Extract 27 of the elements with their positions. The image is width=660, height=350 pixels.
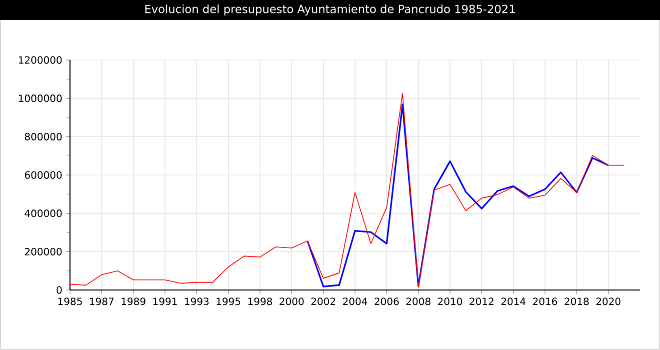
y-tick-label: 1000000 [18, 94, 62, 102]
y-tick-label: 1200000 [18, 56, 62, 64]
y-tick-label: 400000 [24, 210, 62, 218]
x-tick-label: 2012 [470, 298, 494, 306]
y-tick-label: 0 [56, 286, 62, 294]
x-tick-label: 2000 [280, 298, 304, 306]
x-tick-label: 1993 [185, 298, 209, 306]
y-tick-label: 600000 [24, 171, 62, 179]
chart-title: Evolucion del presupuesto Ayuntamiento de Pancrudo 1985-2021 [145, 4, 515, 16]
x-tick-label: 1998 [248, 298, 272, 306]
y-tick-label: 800000 [24, 132, 62, 140]
y-tick-label: 200000 [24, 248, 62, 256]
x-tick-label: 1987 [90, 298, 114, 306]
x-tick-label: 2010 [438, 298, 462, 306]
x-tick-label: 2002 [311, 298, 336, 306]
x-tick-label: 2020 [596, 298, 620, 306]
x-tick-label: 2006 [374, 298, 399, 306]
x-tick-label: 1995 [216, 298, 240, 306]
x-tick-label: 2018 [564, 298, 589, 306]
x-tick-label: 1989 [122, 298, 146, 306]
x-tick-label: 2014 [501, 298, 526, 306]
x-tick-label: 2016 [533, 298, 558, 306]
x-tick-label: 2008 [406, 298, 430, 306]
x-tick-label: 1991 [153, 298, 177, 306]
x-tick-label: 2004 [343, 298, 368, 306]
x-tick-label: 1985 [58, 298, 82, 306]
line-series [306, 104, 610, 288]
